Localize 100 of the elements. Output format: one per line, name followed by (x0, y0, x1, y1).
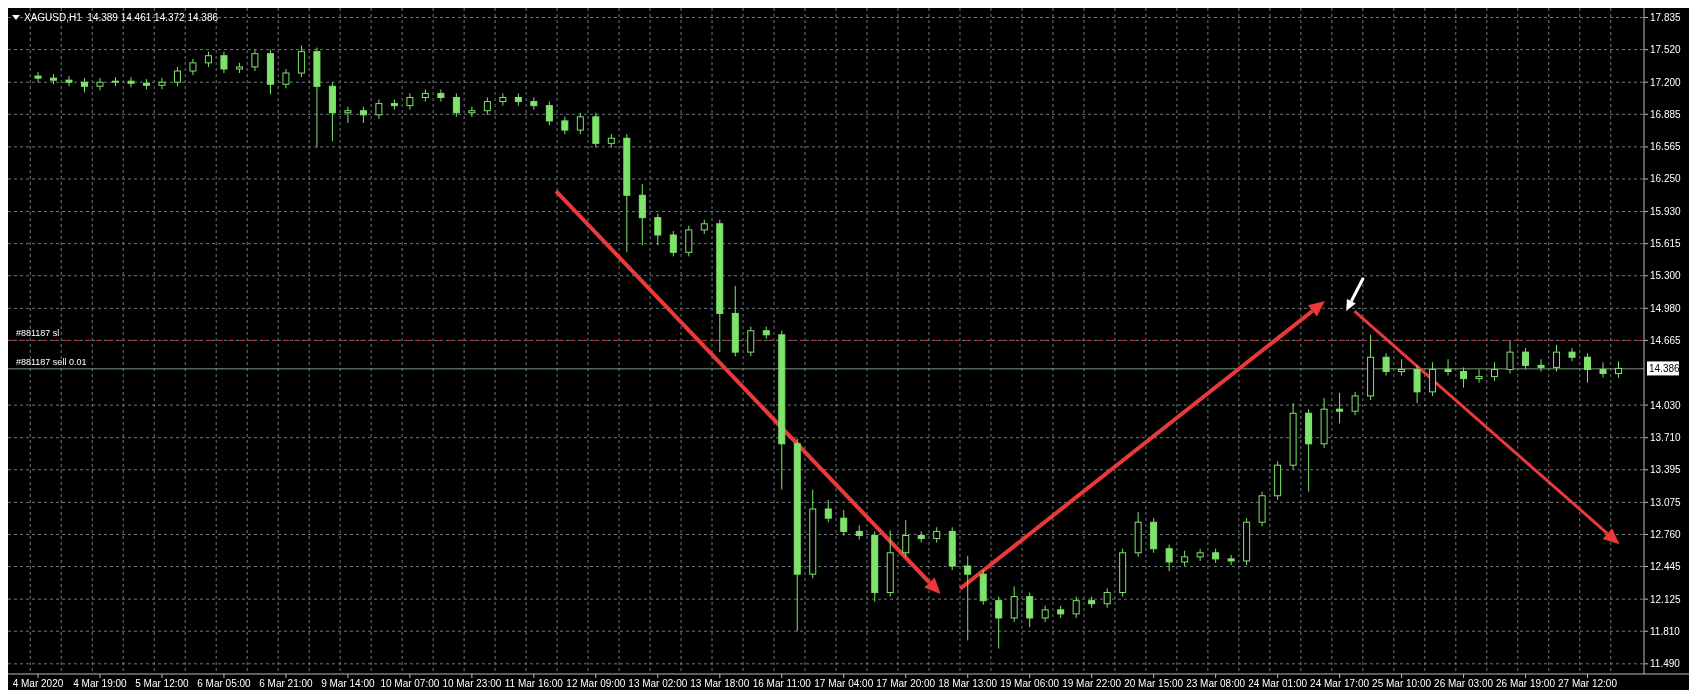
x-tick-label: 17 Mar 04:00 (814, 678, 874, 689)
y-tick-label: 12.445 (1650, 561, 1682, 573)
candlestick (1553, 344, 1561, 372)
candlestick (747, 326, 755, 357)
candlestick (1475, 368, 1483, 384)
ref-line-label: #881187 sl (16, 328, 60, 339)
candlestick (282, 68, 290, 89)
x-tick-label: 9 Mar 14:00 (321, 678, 376, 689)
candlestick (220, 51, 228, 74)
y-tick-label: 12.760 (1650, 528, 1682, 540)
candlestick (545, 101, 553, 126)
y-tick-label: 17.835 (1650, 12, 1682, 24)
y-tick-label: 16.565 (1650, 141, 1682, 153)
candlestick (437, 88, 445, 103)
candlestick (840, 509, 848, 536)
candlestick (173, 66, 181, 87)
x-tick-label: 17 Mar 20:00 (876, 678, 936, 689)
candlestick (654, 213, 662, 246)
y-tick-label: 11.810 (1650, 625, 1681, 637)
candlestick (576, 112, 584, 135)
candlestick (1506, 340, 1514, 375)
candlestick (34, 71, 42, 83)
x-tick-label: 20 Mar 15:00 (1124, 678, 1184, 689)
y-tick-label: 17.200 (1650, 76, 1682, 88)
y-tick-label: 11.490 (1650, 658, 1681, 670)
x-tick-label: 5 Mar 12:00 (135, 678, 190, 689)
x-tick-label: 6 Mar 21:00 (259, 678, 314, 689)
candlestick (96, 77, 104, 91)
text: 14.386 (1649, 362, 1681, 374)
x-tick-label: 23 Mar 08:00 (1186, 678, 1246, 689)
candlestick (158, 77, 166, 90)
ref-line-label: #881187 sell 0.01 (16, 356, 87, 367)
chart-title: XAGUSD,H1 14.389 14.461 14.372 14.386 (24, 12, 219, 23)
candlestick (1429, 361, 1437, 397)
candlestick (995, 596, 1003, 650)
candlestick (1491, 361, 1499, 382)
candlestick (1444, 358, 1452, 377)
x-tick-label: 27 Mar 12:00 (1558, 678, 1618, 689)
candlestick (251, 49, 259, 72)
x-tick-label: 6 Mar 05:00 (197, 678, 252, 689)
candlestick (1351, 391, 1359, 416)
candlestick (1336, 392, 1344, 424)
y-tick-label: 13.395 (1650, 464, 1682, 476)
x-tick-label: 11 Mar 16:00 (504, 678, 564, 689)
x-tick-label: 13 Mar 18:00 (690, 678, 750, 689)
y-tick-label: 16.885 (1650, 108, 1682, 120)
x-tick-label: 16 Mar 11:00 (752, 678, 812, 689)
x-tick-label: 18 Mar 13:00 (938, 678, 998, 689)
x-tick-label: 13 Mar 02:00 (628, 678, 688, 689)
candlestick (127, 76, 135, 88)
candlestick (344, 106, 352, 124)
x-tick-label: 12 Mar 09:00 (566, 678, 626, 689)
candlestick (1522, 347, 1530, 370)
candlestick (65, 75, 73, 87)
y-tick-label: 12.125 (1650, 593, 1682, 605)
candlestick (1460, 366, 1468, 389)
y-tick-label: 15.615 (1650, 238, 1682, 250)
y-tick-label: 17.520 (1650, 44, 1682, 56)
y-tick-label: 13.710 (1650, 432, 1682, 444)
candlestick (1026, 592, 1034, 628)
candlestick (1413, 364, 1421, 404)
candlestick (499, 92, 507, 107)
candlestick (638, 183, 646, 246)
candlestick (1072, 596, 1080, 619)
candlestick (1227, 554, 1235, 566)
candlestick (468, 106, 476, 118)
candlestick (1382, 352, 1390, 377)
candlestick (1584, 352, 1592, 384)
y-tick-label: 15.930 (1650, 206, 1682, 218)
candlestick (1010, 585, 1018, 623)
candlestick (406, 92, 414, 111)
x-tick-label: 25 Mar 10:00 (1372, 678, 1432, 689)
candlestick (375, 99, 383, 120)
x-tick-label: 24 Mar 17:00 (1310, 678, 1370, 689)
x-tick-label: 10 Mar 07:00 (380, 678, 440, 689)
candlestick (669, 230, 677, 257)
candlestick (824, 499, 832, 523)
candlestick (1599, 361, 1607, 379)
y-tick-label: 16.250 (1650, 173, 1682, 185)
candlestick (1165, 544, 1173, 572)
candlestick (685, 225, 693, 257)
candlestick (297, 45, 305, 78)
candlestick (902, 519, 910, 558)
y-tick-label: 15.300 (1650, 270, 1682, 282)
y-tick-label: 14.980 (1650, 302, 1682, 314)
x-tick-label: 26 Mar 03:00 (1434, 678, 1494, 689)
x-tick-label: 19 Mar 22:00 (1062, 678, 1122, 689)
x-tick-label: 24 Mar 01:00 (1248, 678, 1308, 689)
y-tick-label: 14.030 (1650, 399, 1682, 411)
x-tick-label: 10 Mar 23:00 (442, 678, 502, 689)
candlestick (1568, 347, 1576, 362)
candlestick (1537, 358, 1545, 372)
candlestick (452, 92, 460, 118)
candlestick (1196, 548, 1204, 562)
candlestick (1103, 587, 1111, 609)
y-tick-label: 14.665 (1650, 334, 1682, 346)
x-tick-label: 19 Mar 06:00 (1000, 678, 1060, 689)
x-tick-label: 4 Mar 2020 (12, 678, 64, 689)
x-tick-label: 26 Mar 19:00 (1496, 678, 1556, 689)
y-tick-label: 13.075 (1650, 496, 1682, 508)
